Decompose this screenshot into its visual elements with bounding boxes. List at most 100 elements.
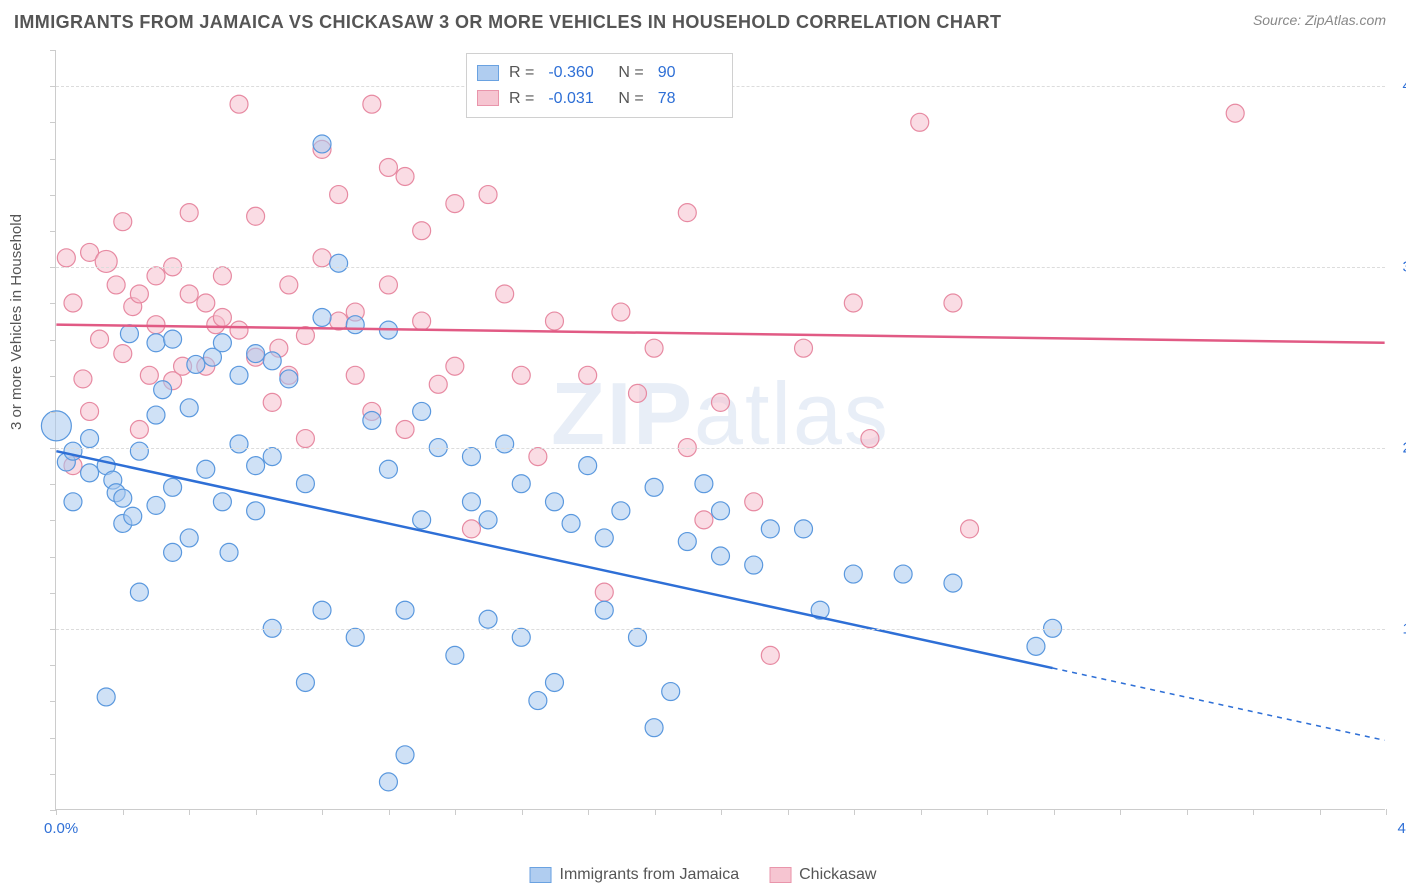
scatter-point <box>64 493 82 511</box>
scatter-point <box>894 565 912 583</box>
scatter-point <box>628 628 646 646</box>
scatter-point <box>41 411 71 441</box>
scatter-point <box>462 493 480 511</box>
gridline-h <box>56 448 1385 449</box>
scatter-point <box>562 514 580 532</box>
scatter-point <box>247 457 265 475</box>
scatter-point <box>479 610 497 628</box>
scatter-point <box>147 496 165 514</box>
scatter-point <box>120 325 138 343</box>
scatter-point <box>413 222 431 240</box>
scatter-point <box>944 574 962 592</box>
scatter-point <box>446 195 464 213</box>
scatter-point <box>479 186 497 204</box>
scatter-point <box>81 464 99 482</box>
x-tick <box>123 809 124 815</box>
scatter-point <box>662 683 680 701</box>
x-tick <box>1054 809 1055 815</box>
scatter-point <box>496 435 514 453</box>
x-tick <box>1120 809 1121 815</box>
scatter-point <box>263 393 281 411</box>
y-tick-label: 40.0% <box>1402 78 1406 95</box>
scatter-point <box>180 285 198 303</box>
scatter-point <box>220 543 238 561</box>
scatter-point <box>130 583 148 601</box>
scatter-point <box>313 601 331 619</box>
swatch-jamaica <box>477 65 499 81</box>
x-tick <box>655 809 656 815</box>
scatter-point <box>911 113 929 131</box>
scatter-point <box>413 402 431 420</box>
x-tick <box>1386 809 1387 815</box>
scatter-point <box>197 294 215 312</box>
x-tick-max: 40.0% <box>1397 820 1406 837</box>
scatter-point <box>446 646 464 664</box>
legend-row-chickasaw: R = -0.031 N = 78 <box>477 86 718 112</box>
scatter-point <box>961 520 979 538</box>
scatter-point <box>230 321 248 339</box>
scatter-point <box>595 529 613 547</box>
scatter-point <box>296 674 314 692</box>
y-tick <box>50 557 56 558</box>
scatter-point <box>496 285 514 303</box>
chart-plot-area: ZIPatlas R = -0.360 N = 90 R = -0.031 N … <box>55 50 1385 810</box>
legend-label-chickasaw: Chickasaw <box>799 866 876 884</box>
scatter-point <box>154 381 172 399</box>
y-tick <box>50 340 56 341</box>
correlation-legend: R = -0.360 N = 90 R = -0.031 N = 78 <box>466 53 733 118</box>
scatter-point <box>396 601 414 619</box>
x-tick <box>189 809 190 815</box>
scatter-point <box>529 692 547 710</box>
y-tick <box>50 159 56 160</box>
scatter-point <box>91 330 109 348</box>
legend-bottom: Immigrants from Jamaica Chickasaw <box>530 866 877 884</box>
scatter-point <box>595 601 613 619</box>
swatch-chickasaw <box>477 90 499 106</box>
x-tick <box>522 809 523 815</box>
scatter-point <box>712 393 730 411</box>
chart-source: Source: ZipAtlas.com <box>1253 12 1386 28</box>
x-tick <box>56 809 57 815</box>
scatter-point <box>512 475 530 493</box>
x-tick <box>1320 809 1321 815</box>
y-tick <box>50 50 56 51</box>
scatter-point <box>263 352 281 370</box>
legend-label-jamaica: Immigrants from Jamaica <box>560 866 740 884</box>
scatter-point <box>462 448 480 466</box>
x-tick <box>1187 809 1188 815</box>
scatter-point <box>844 565 862 583</box>
swatch-jamaica-bottom <box>530 867 552 883</box>
scatter-point <box>330 254 348 272</box>
scatter-point <box>429 375 447 393</box>
scatter-point <box>346 628 364 646</box>
scatter-point <box>247 207 265 225</box>
scatter-point <box>64 442 82 460</box>
scatter-point <box>107 276 125 294</box>
scatter-point <box>130 421 148 439</box>
y-axis-label: 3 or more Vehicles in Household <box>8 214 25 430</box>
scatter-point <box>761 520 779 538</box>
y-tick <box>50 484 56 485</box>
scatter-point <box>379 276 397 294</box>
scatter-point <box>187 355 205 373</box>
scatter-point <box>379 773 397 791</box>
y-tick <box>50 629 56 630</box>
scatter-point <box>512 366 530 384</box>
scatter-point <box>263 448 281 466</box>
y-tick <box>50 231 56 232</box>
scatter-point <box>545 312 563 330</box>
scatter-point <box>413 511 431 529</box>
scatter-point <box>296 475 314 493</box>
x-tick <box>788 809 789 815</box>
scatter-point <box>695 475 713 493</box>
y-tick <box>50 303 56 304</box>
scatter-point <box>1226 104 1244 122</box>
scatter-point <box>645 339 663 357</box>
scatter-point <box>396 168 414 186</box>
y-tick <box>50 774 56 775</box>
y-tick <box>50 448 56 449</box>
y-tick <box>50 701 56 702</box>
scatter-point <box>678 204 696 222</box>
y-tick <box>50 810 56 811</box>
scatter-point <box>124 507 142 525</box>
